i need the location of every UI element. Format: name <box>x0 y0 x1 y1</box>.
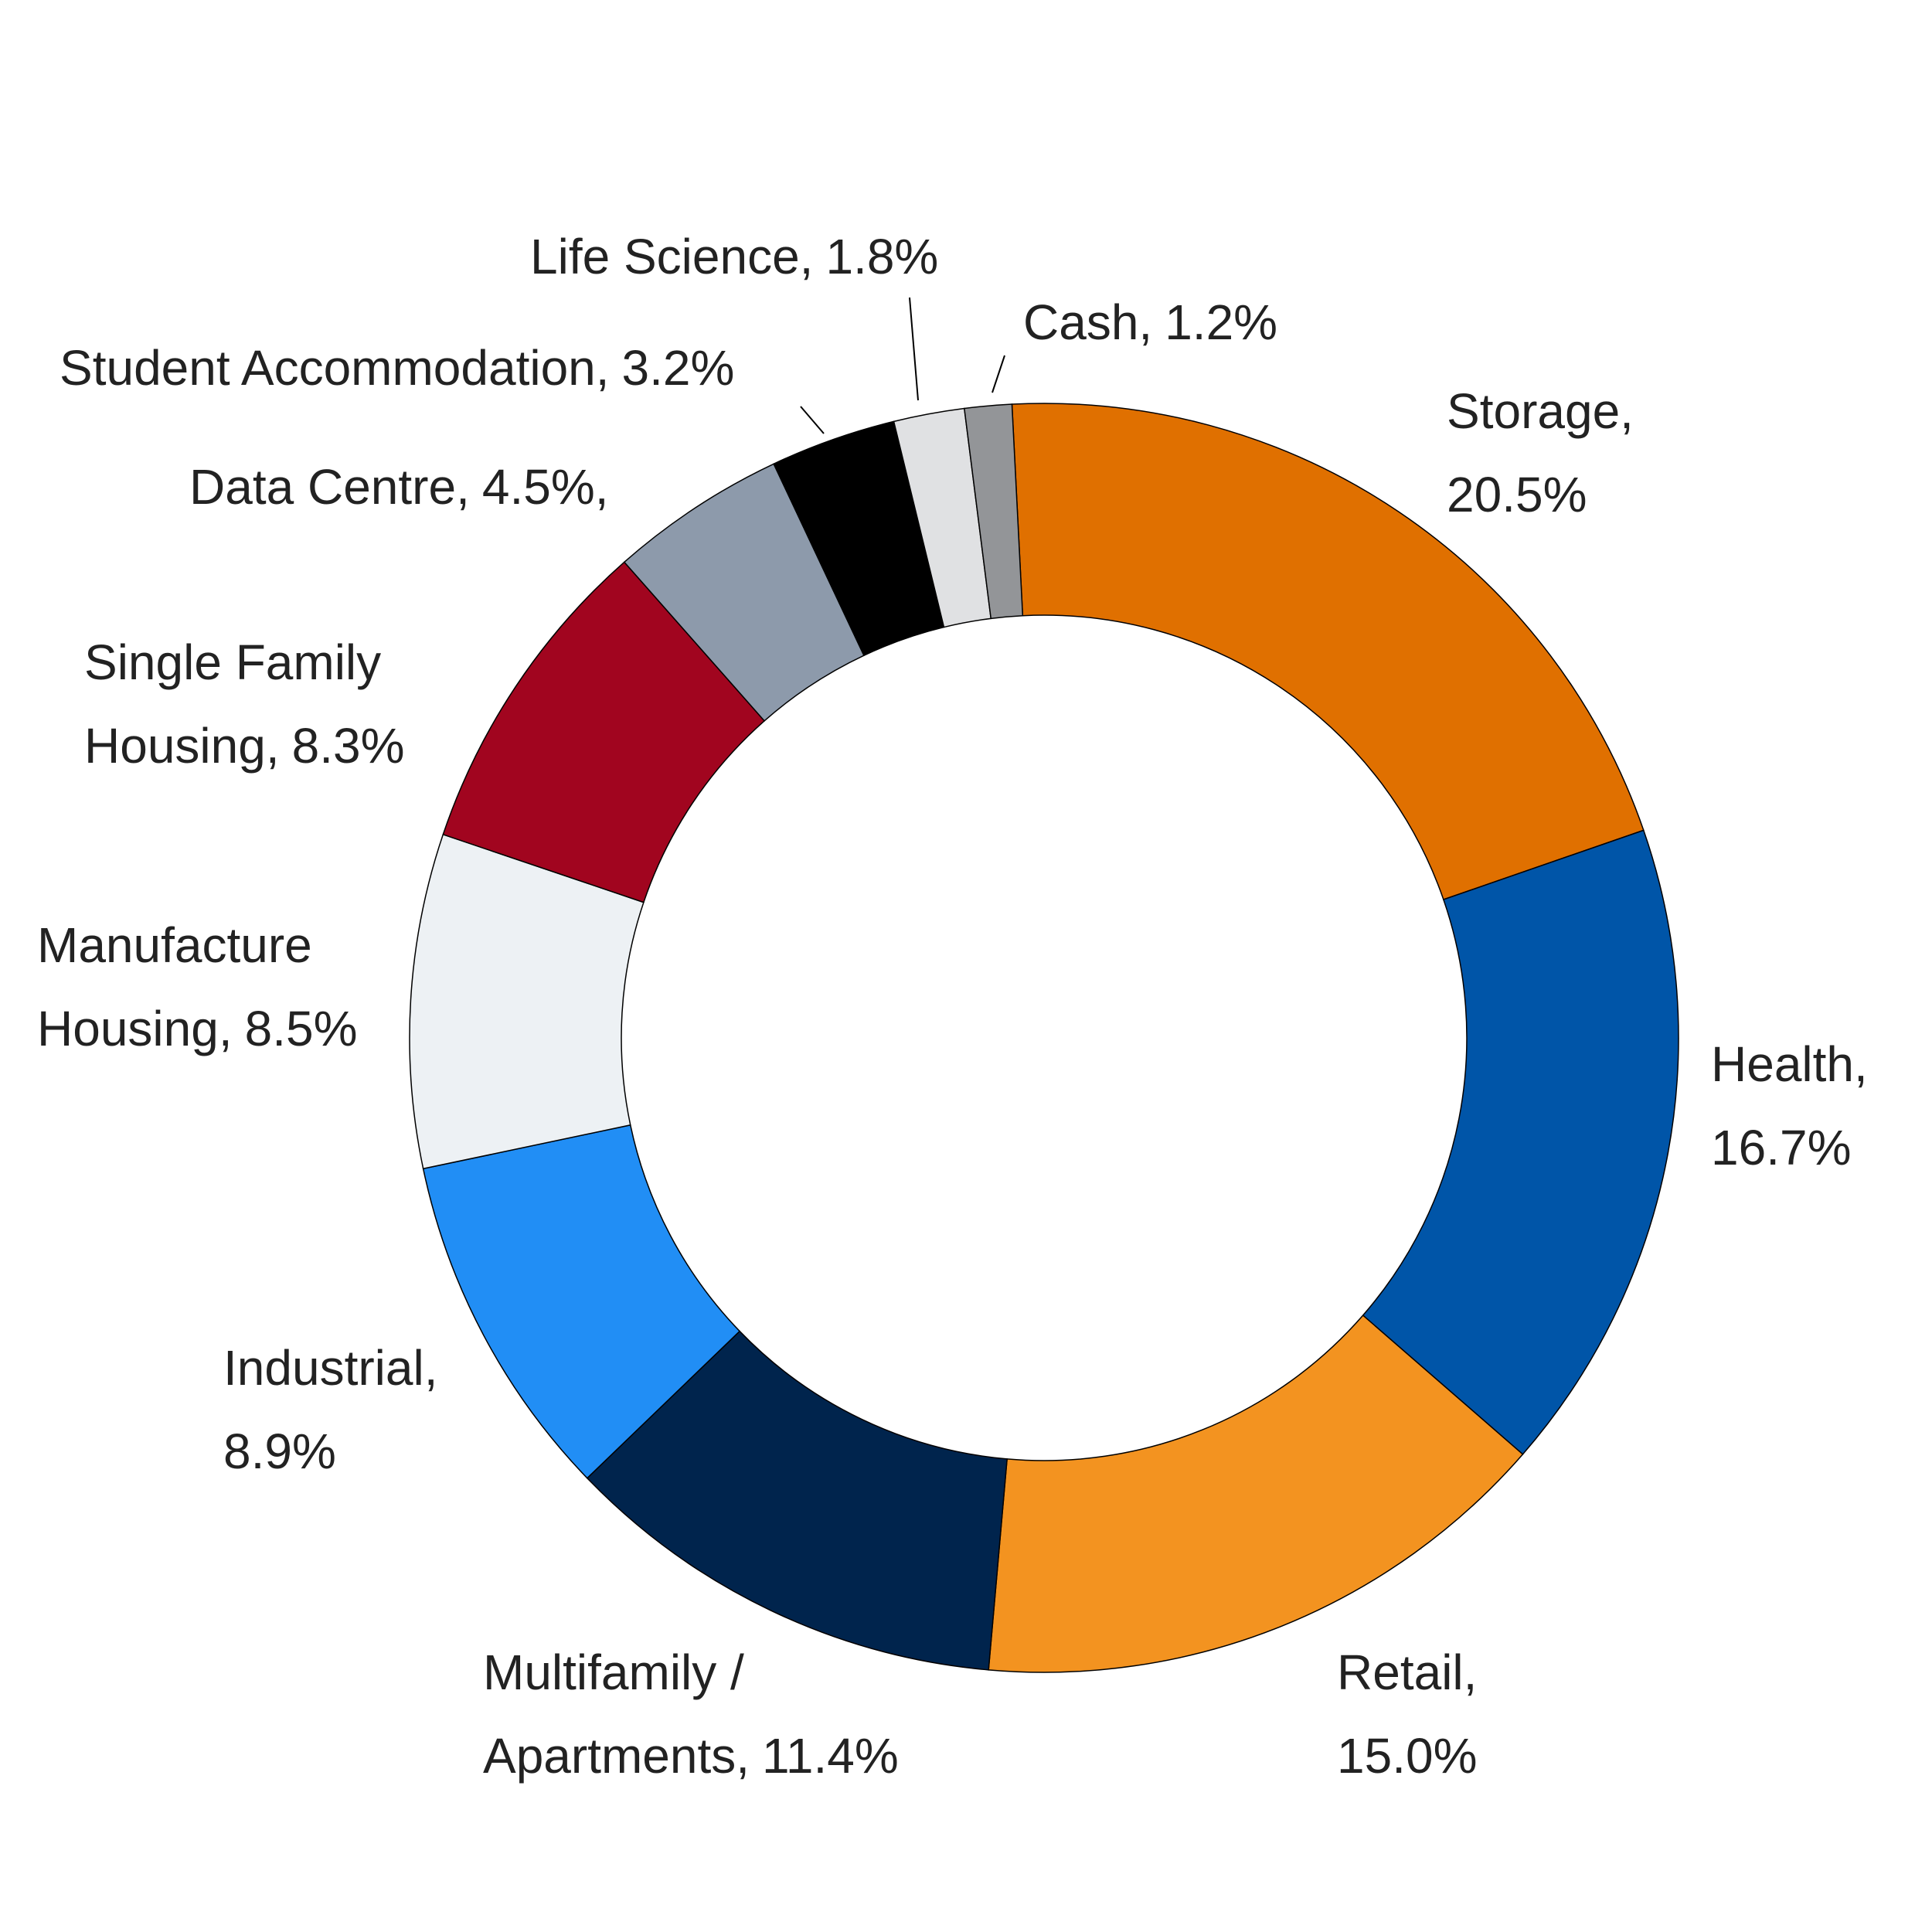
slice <box>988 1314 1524 1673</box>
value-label: 1.8% <box>825 229 938 284</box>
category-line: Apartments, <box>483 1728 750 1784</box>
category-label: Retail, <box>1337 1645 1477 1700</box>
category-label: Storage, <box>1447 383 1634 439</box>
value-label: 8.5% <box>245 1001 358 1056</box>
category-line: Data Centre, <box>189 459 470 515</box>
category-label: Data Centre, <box>189 459 470 515</box>
category-line: Multifamily / <box>483 1645 744 1700</box>
donut <box>409 403 1679 1673</box>
value-label: 1.2% <box>1165 294 1277 350</box>
leader-line <box>800 406 825 434</box>
category-line: Life Science, <box>530 229 813 284</box>
category-line: Single Family <box>84 634 381 690</box>
category-label: Industrial, <box>223 1340 437 1396</box>
category-label: Cash, <box>1023 294 1152 350</box>
value-label: 11.4% <box>762 1728 899 1784</box>
value-label: 15.0% <box>1337 1728 1477 1784</box>
category-label: Single Family Housing, <box>84 634 381 774</box>
category-line: Storage, <box>1447 383 1634 439</box>
slice <box>1011 403 1645 900</box>
category-label: Multifamily / Apartments, <box>483 1645 750 1784</box>
category-label: Life Science, <box>530 229 813 284</box>
category-line: Industrial, <box>223 1340 437 1396</box>
leader-line <box>992 355 1005 393</box>
category-line: Manufacture <box>37 917 312 973</box>
value-label: 4.5%, <box>482 459 609 515</box>
value-label: 3.2% <box>622 340 735 396</box>
category-label: Student Accommodation, <box>60 340 610 396</box>
category-line: Housing, <box>84 718 280 774</box>
category-label: Health, <box>1711 1036 1868 1092</box>
slice <box>1362 829 1679 1455</box>
labels: Storage, 20.5% Health, 16.7% Retail, 15.0% Mul… <box>37 229 1868 1784</box>
category-line: Student Accommodation, <box>60 340 610 396</box>
category-line: Health, <box>1711 1036 1868 1092</box>
category-line: Cash, <box>1023 294 1152 350</box>
value-label: 8.9% <box>223 1423 336 1479</box>
slice <box>963 403 1024 620</box>
category-line: Retail, <box>1337 1645 1477 1700</box>
value-label: 16.7% <box>1711 1120 1851 1175</box>
category-line: Housing, <box>37 1001 233 1056</box>
category-label: Manufacture Housing, <box>37 917 312 1056</box>
leader-line <box>909 297 919 401</box>
value-label: 20.5% <box>1447 467 1587 522</box>
value-label: 8.3% <box>292 718 405 774</box>
